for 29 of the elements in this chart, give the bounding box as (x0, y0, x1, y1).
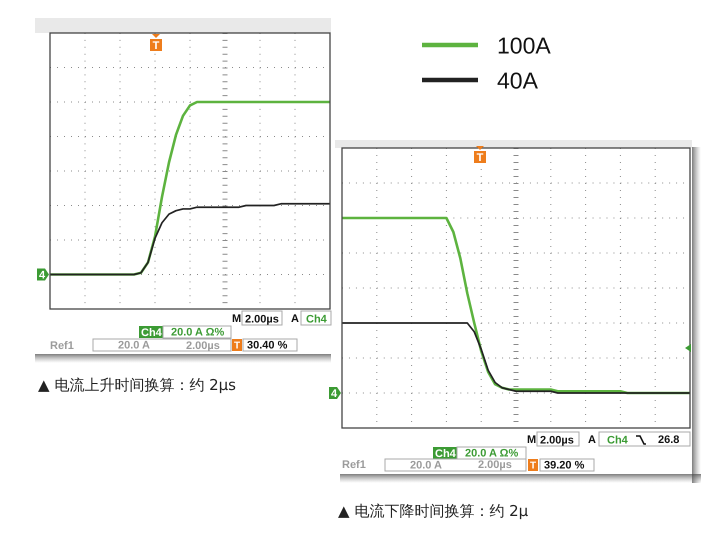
text: Ref1 (342, 459, 366, 471)
annotation: 4 (38, 270, 46, 282)
text: Ch4 (607, 434, 629, 446)
text: 2.00µs (478, 459, 512, 471)
legend-label: 40A (497, 68, 539, 94)
text: T (152, 40, 160, 52)
text: Ch4 (141, 327, 163, 339)
text: Ch4 (435, 448, 457, 460)
annotation: 4 (330, 388, 338, 400)
text: A (291, 313, 299, 325)
text: 2.00µs (540, 434, 574, 446)
text: 30.40 % (247, 340, 288, 352)
text: M (232, 313, 242, 325)
text: Ref1 (50, 340, 74, 352)
legend-label: 100A (497, 32, 552, 58)
text: 20.0 A Ω% (171, 326, 224, 338)
text: 20.0 A (410, 460, 442, 472)
text: 20.0 A (118, 340, 150, 352)
text: M (527, 434, 536, 446)
text: Ch4 (306, 314, 328, 326)
text: T (476, 152, 484, 164)
text: ▲ 电流上升时间换算：约 2µs (38, 376, 236, 394)
text: A (588, 434, 596, 446)
text: 2.00µs (245, 314, 279, 326)
text: 20.0 A Ω% (465, 448, 518, 460)
text: 26.8 (658, 434, 680, 446)
text: ▲ 电流下降时间换算：约 2µ (338, 502, 529, 520)
text: 39.20 % (544, 460, 585, 472)
text: 2.00µs (186, 340, 220, 352)
